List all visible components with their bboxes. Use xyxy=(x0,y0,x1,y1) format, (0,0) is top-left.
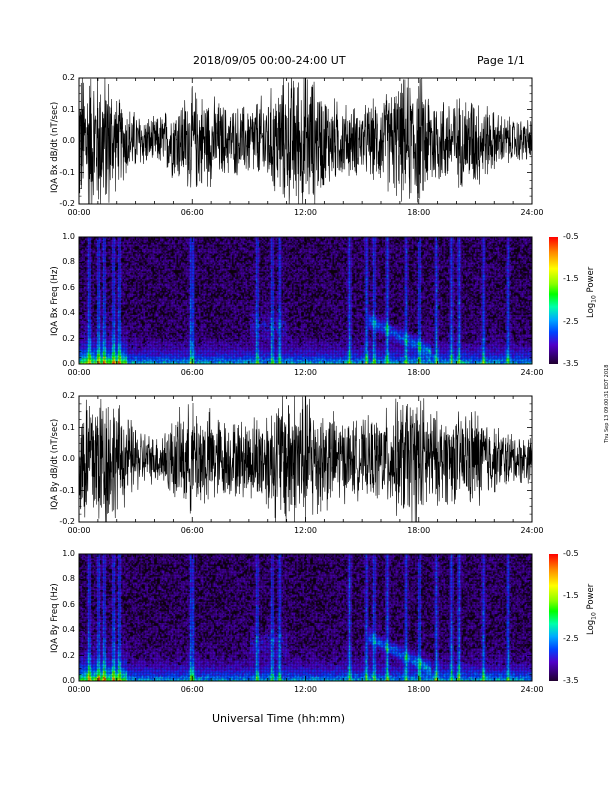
x-tick-label: 00:00 xyxy=(67,368,91,377)
y-tick-label: -0.2 xyxy=(59,199,75,208)
x-tick-label: 18:00 xyxy=(407,526,431,535)
colorbar-tick-label: -2.5 xyxy=(563,316,579,326)
x-tick-label: 06:00 xyxy=(180,685,204,694)
colorbar-bx-title: Log10 Power xyxy=(586,266,598,318)
x-tick-label: 18:00 xyxy=(407,685,431,694)
x-tick-label: 00:00 xyxy=(67,526,91,535)
y-tick-label: 0.0 xyxy=(62,359,75,368)
page-title: 2018/09/05 00:00-24:00 UT xyxy=(193,54,346,67)
page-number: Page 1/1 xyxy=(477,54,525,67)
x-tick-label: 24:00 xyxy=(520,368,544,377)
x-tick-label: 06:00 xyxy=(180,526,204,535)
by-spectrogram-frame xyxy=(78,553,533,682)
x-tick-label: 24:00 xyxy=(520,526,544,535)
x-tick-label: 00:00 xyxy=(67,208,91,217)
by-spectrogram-ylabel: IQA By Freq (Hz) xyxy=(50,583,60,653)
bx-spectrogram-ylabel: IQA Bx Freq (Hz) xyxy=(50,266,60,336)
y-tick-label: -0.1 xyxy=(59,485,75,495)
y-tick-label: 0.0 xyxy=(62,136,75,145)
bx-waveform-ylabel: IQA Bx dB/dt (nT/sec) xyxy=(50,101,60,193)
x-tick-label: 18:00 xyxy=(407,208,431,217)
y-tick-label: -0.1 xyxy=(59,167,75,177)
colorbar-tick-label: -0.5 xyxy=(563,549,579,558)
colorbar-tick-label: -0.5 xyxy=(563,232,579,241)
colorbar-bx xyxy=(549,237,558,364)
y-tick-label: 0.2 xyxy=(62,333,75,343)
y-tick-label: 0.0 xyxy=(62,676,75,685)
x-axis-title: Universal Time (hh:mm) xyxy=(212,712,345,725)
x-tick-label: 24:00 xyxy=(520,208,544,217)
generation-timestamp: Thu Sep 13 09:00:31 EDT 2018 xyxy=(604,364,610,443)
bx-spectrogram-frame xyxy=(78,236,533,365)
colorbar-tick-label: -3.5 xyxy=(563,359,579,368)
bx-spectrogram-panel xyxy=(78,236,533,365)
y-tick-label: 0.6 xyxy=(62,282,75,292)
by-spectrogram-panel xyxy=(78,553,533,682)
x-tick-label: 12:00 xyxy=(293,368,318,377)
waveform-series-line xyxy=(78,77,533,205)
plot-frame xyxy=(78,553,533,682)
y-tick-label: 1.0 xyxy=(62,549,75,558)
x-tick-label: 00:00 xyxy=(67,685,91,694)
y-tick-label: 1.0 xyxy=(62,232,75,241)
bx-spectrogram-canvas xyxy=(79,237,532,364)
x-tick-label: 12:00 xyxy=(293,526,318,535)
x-tick-label: 12:00 xyxy=(293,208,318,217)
waveform-series-line xyxy=(78,395,533,523)
colorbar-by xyxy=(549,554,558,681)
colorbar-tick-label: -2.5 xyxy=(563,633,579,643)
y-tick-label: 0.0 xyxy=(62,454,75,463)
y-tick-label: 0.2 xyxy=(62,391,75,400)
bx-waveform-plot xyxy=(78,77,533,205)
colorbar-tick-label: -1.5 xyxy=(563,274,579,284)
by-spectrogram-canvas xyxy=(79,554,532,681)
y-tick-label: 0.1 xyxy=(62,104,75,114)
y-tick-label: 0.2 xyxy=(62,73,75,82)
by-waveform-plot xyxy=(78,395,533,523)
y-tick-label: 0.4 xyxy=(62,625,75,635)
colorbar-tick-label: -3.5 xyxy=(563,676,579,685)
y-tick-label: 0.4 xyxy=(62,308,75,318)
colorbar-tick-label: -1.5 xyxy=(563,591,579,601)
y-tick-label: 0.8 xyxy=(62,574,75,584)
y-tick-label: -0.2 xyxy=(59,517,75,526)
y-tick-label: 0.2 xyxy=(62,650,75,660)
x-tick-label: 06:00 xyxy=(180,208,204,217)
colorbar-by-title: Log10 Power xyxy=(586,583,598,635)
plot-frame xyxy=(78,236,533,365)
y-tick-label: 0.1 xyxy=(62,422,75,432)
x-tick-label: 12:00 xyxy=(293,685,318,694)
x-tick-label: 24:00 xyxy=(520,685,544,694)
x-tick-label: 18:00 xyxy=(407,368,431,377)
y-tick-label: 0.6 xyxy=(62,599,75,609)
by-waveform-panel xyxy=(78,395,533,523)
by-waveform-ylabel: IQA By dB/dt (nT/sec) xyxy=(50,418,60,510)
y-tick-label: 0.8 xyxy=(62,257,75,267)
x-tick-label: 06:00 xyxy=(180,368,204,377)
bx-waveform-panel xyxy=(78,77,533,205)
